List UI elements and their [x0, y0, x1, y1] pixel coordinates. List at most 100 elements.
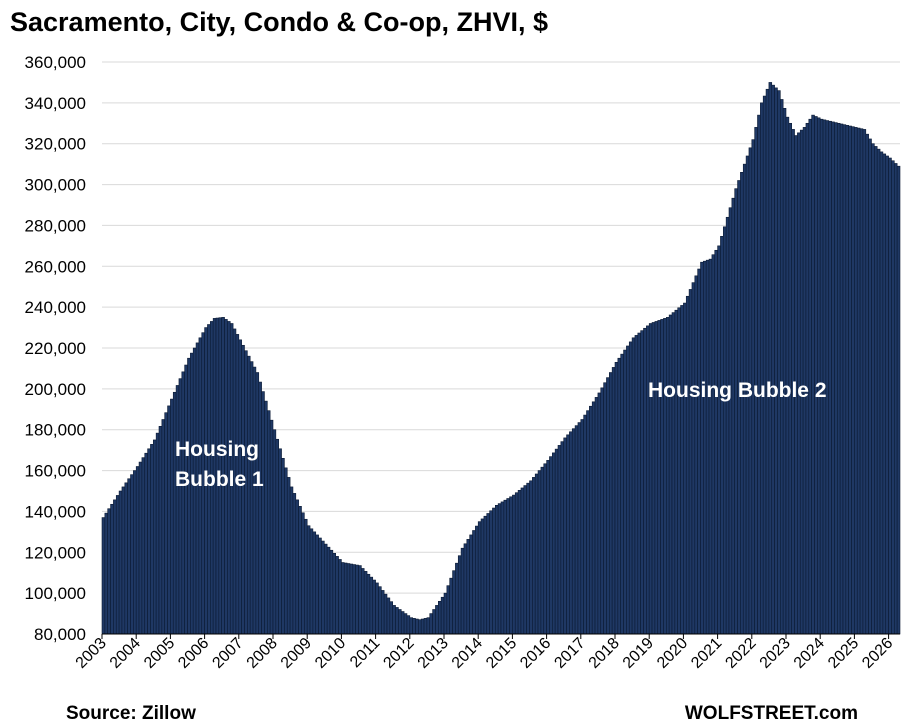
bar: [779, 99, 784, 635]
bar: [346, 563, 351, 635]
bar: [266, 410, 271, 635]
bar: [891, 160, 895, 635]
bar: [398, 609, 402, 635]
bar: [483, 515, 488, 635]
bar: [765, 88, 770, 635]
annotation-label: Housing: [175, 438, 259, 461]
bar: [457, 555, 462, 635]
y-tick-label: 200,000: [25, 380, 86, 399]
bar: [862, 129, 867, 635]
bar: [395, 607, 399, 635]
y-tick-label: 240,000: [25, 298, 86, 317]
bar: [492, 507, 496, 635]
bar: [306, 525, 311, 635]
bar: [383, 593, 388, 635]
bar: [836, 122, 841, 635]
bar: [489, 510, 493, 635]
bar: [315, 534, 319, 635]
bar: [181, 371, 185, 635]
bar: [714, 249, 718, 635]
bar: [546, 460, 550, 635]
bar: [261, 391, 265, 635]
bar: [611, 367, 616, 635]
bar: [480, 518, 485, 635]
bar: [717, 245, 721, 635]
bar: [725, 216, 730, 635]
bar: [677, 307, 681, 635]
x-tick-label: 2006: [175, 635, 212, 672]
bar: [255, 372, 260, 635]
bar: [680, 305, 684, 635]
bar: [312, 531, 317, 635]
bar: [580, 419, 584, 635]
bar: [688, 289, 693, 635]
bar: [392, 605, 396, 635]
bar: [469, 534, 473, 635]
bar: [133, 470, 137, 635]
bar: [691, 282, 696, 635]
bar: [728, 207, 733, 635]
bar: [369, 576, 374, 635]
bar: [167, 405, 171, 635]
bar: [326, 546, 331, 635]
x-tick-label: 2004: [107, 635, 144, 672]
bar: [415, 618, 419, 635]
bar: [628, 341, 633, 635]
bar: [150, 444, 154, 635]
bar: [774, 87, 778, 635]
x-tick-label: 2008: [244, 635, 281, 672]
x-tick-label: 2005: [141, 635, 178, 672]
y-tick-label: 140,000: [25, 502, 86, 521]
bar: [506, 498, 510, 635]
bar: [420, 618, 425, 635]
bar: [440, 596, 445, 635]
bar: [343, 562, 348, 635]
bar: [503, 499, 508, 635]
bar: [500, 501, 505, 635]
bar: [782, 108, 787, 635]
bar: [190, 352, 194, 635]
bar: [711, 254, 716, 635]
bar: [660, 319, 664, 635]
bar: [557, 445, 562, 635]
bar: [551, 452, 556, 635]
bar: [127, 478, 131, 635]
bar: [529, 480, 533, 635]
bar: [184, 364, 188, 635]
x-tick-label: 2022: [722, 635, 759, 672]
bar: [321, 540, 325, 635]
bar: [497, 503, 502, 635]
bar: [252, 366, 257, 635]
bar: [643, 327, 647, 635]
bar: [380, 590, 385, 635]
bar: [475, 525, 479, 635]
bar: [720, 236, 724, 635]
x-tick-label: 2012: [380, 635, 417, 672]
bar: [289, 486, 294, 635]
bar: [412, 618, 416, 635]
bar: [760, 102, 764, 635]
bar: [449, 577, 453, 635]
bar: [178, 378, 183, 635]
bar: [446, 585, 451, 635]
x-tick-label: 2026: [859, 635, 896, 672]
bar: [278, 448, 282, 635]
bar: [762, 95, 767, 635]
bar: [258, 381, 262, 635]
bar: [822, 119, 827, 635]
bar: [671, 312, 676, 635]
y-tick-label: 100,000: [25, 584, 86, 603]
bar: [118, 490, 123, 635]
y-tick-label: 280,000: [25, 216, 86, 235]
bar: [537, 470, 542, 635]
bar: [563, 437, 567, 635]
bar: [281, 458, 285, 635]
bar: [665, 317, 670, 635]
bar: [514, 492, 519, 635]
x-tick-label: 2021: [688, 635, 725, 672]
bar: [158, 426, 163, 635]
bar: [286, 477, 291, 635]
bar: [577, 422, 582, 635]
bar: [768, 82, 773, 635]
